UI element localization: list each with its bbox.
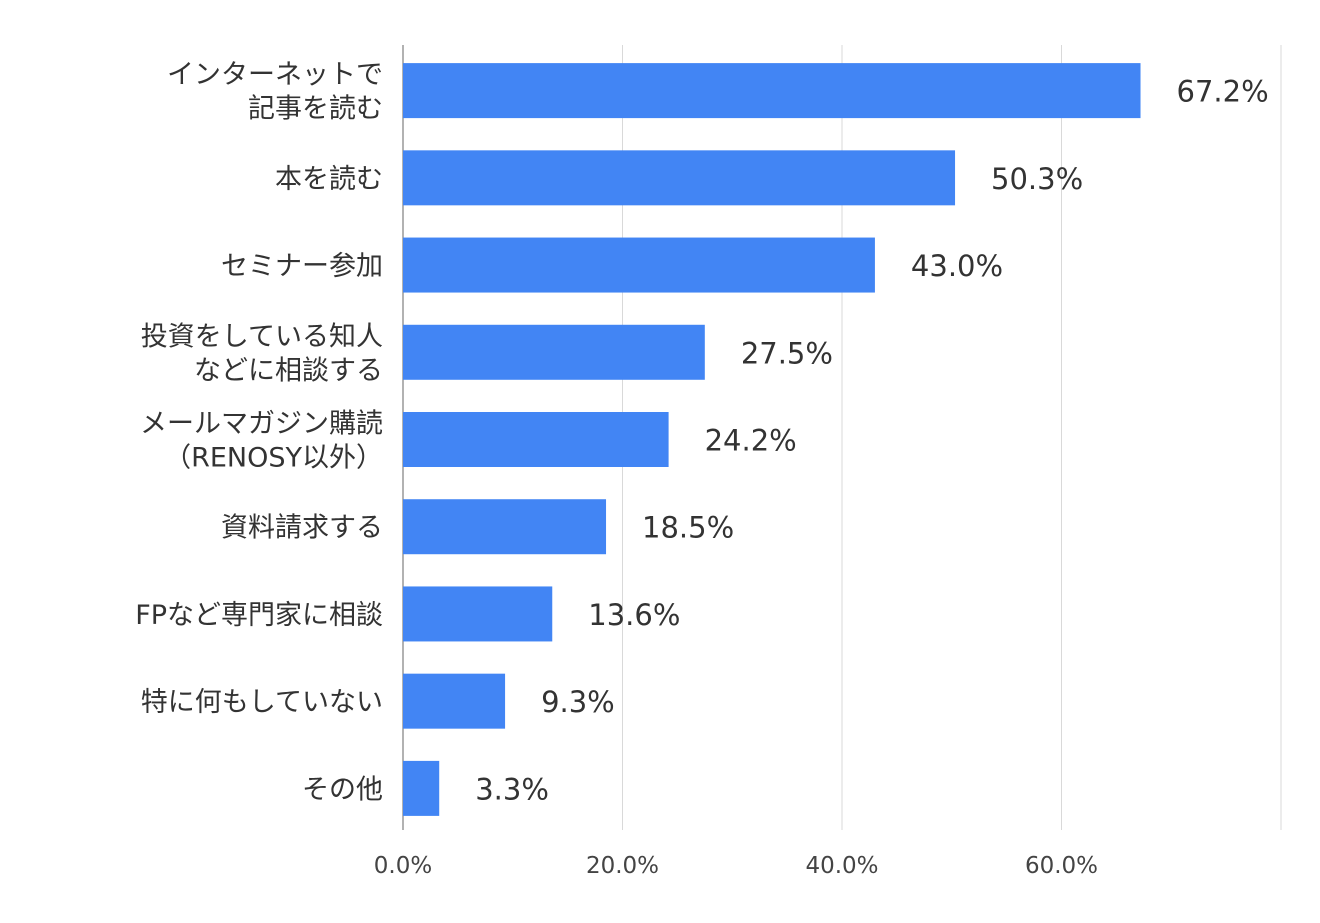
bar [403,586,553,642]
data-label: 9.3% [541,685,615,719]
category-label: 記事を読む [248,94,383,125]
category-label: FPなど専門家に相談 [135,600,383,631]
category-label: 特に何もしていない [141,687,383,718]
bar [403,150,956,206]
data-label: 43.0% [911,249,1003,283]
bar [403,324,705,380]
category-label: 本を読む [275,164,383,195]
x-tick-label: 60.0% [1025,853,1098,879]
bar [403,412,669,467]
data-label: 18.5% [642,511,734,545]
category-label: その他 [302,774,383,805]
category-label: メールマガジン購読 [140,409,383,440]
category-label: インターネットで [167,60,383,91]
x-tick-label: 0.0% [374,853,432,879]
bar [403,63,1141,119]
category-label: （RENOSY以外） [164,443,383,474]
category-label: などに相談する [194,355,383,386]
x-tick-label: 40.0% [805,853,878,879]
data-label: 27.5% [741,336,833,370]
data-label: 3.3% [475,772,549,806]
category-label: セミナー参加 [221,251,383,282]
data-label: 24.2% [705,424,797,458]
data-label: 50.3% [991,162,1083,196]
data-label: 67.2% [1177,75,1269,109]
bar [403,673,506,729]
bar [403,237,875,293]
bar [403,760,440,816]
bar [403,499,607,555]
category-label: 資料請求する [221,513,383,544]
data-label: 13.6% [588,598,680,632]
category-label: 投資をしている知人 [141,321,383,352]
x-tick-label: 20.0% [586,853,659,879]
